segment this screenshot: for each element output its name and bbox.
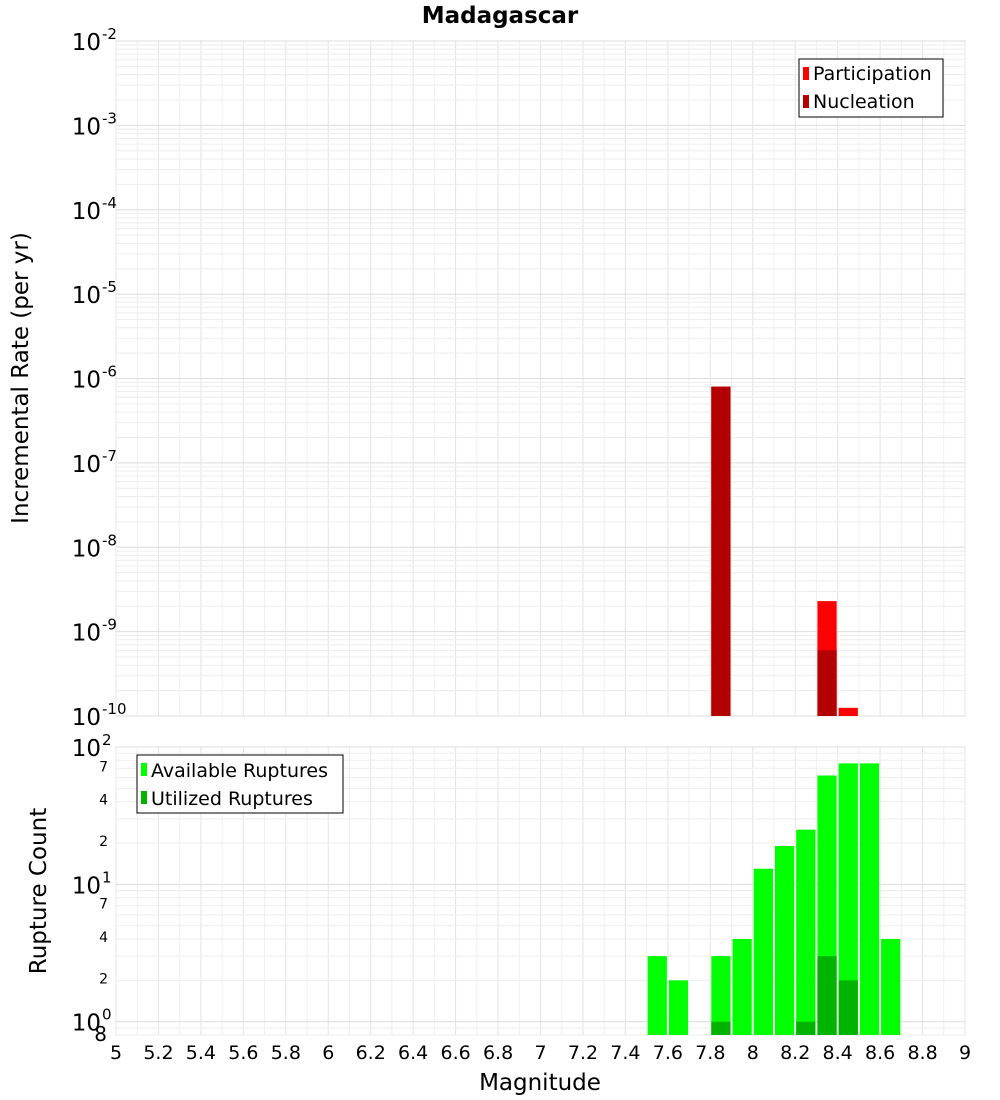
- rate-y-tick-label: 10: [72, 536, 101, 562]
- x-tick-label: 5: [110, 1042, 122, 1064]
- nucleation-bar: [711, 386, 731, 716]
- available-ruptures-bar: [753, 868, 773, 1035]
- rate-y-tick-exponent: -5: [102, 278, 117, 296]
- rate-grid: [115, 40, 966, 717]
- rate-y-tick-exponent: -6: [102, 363, 117, 381]
- x-tick-label: 8.4: [823, 1042, 853, 1064]
- rate-y-tick-label: 10: [72, 30, 101, 56]
- count-legend: Available Ruptures Utilized Ruptures: [136, 754, 344, 814]
- x-tick-label: 6.4: [398, 1042, 428, 1064]
- rate-y-tick-exponent: -2: [102, 25, 117, 43]
- rate-y-tick-exponent: -7: [102, 447, 117, 465]
- utilized-ruptures-bar: [796, 1021, 816, 1035]
- count-y-tick-label: 10: [72, 873, 101, 899]
- count-y-axis-title: Rupture Count: [26, 808, 52, 974]
- count-y-minor-tick-label: 2: [99, 834, 108, 850]
- x-tick-label: 8.8: [907, 1042, 937, 1064]
- count-y-tick-label: 10: [72, 736, 101, 762]
- available-ruptures-bar: [668, 980, 689, 1035]
- legend-swatch-participation: [803, 67, 809, 80]
- rate-bars: [711, 386, 858, 716]
- count-y-tick-exponent: 1: [102, 868, 112, 886]
- legend-label-participation: Participation: [813, 63, 932, 85]
- x-axis-title: Magnitude: [479, 1070, 601, 1096]
- x-tick-label: 8: [747, 1042, 759, 1064]
- legend-swatch-available: [141, 763, 147, 776]
- available-ruptures-bar: [859, 763, 880, 1035]
- count-bars: [647, 763, 901, 1035]
- available-ruptures-bar: [732, 939, 752, 1035]
- available-ruptures-bar: [796, 829, 816, 1035]
- available-ruptures-bar: [711, 956, 731, 1035]
- rate-y-tick-label: 10: [72, 199, 101, 225]
- count-y-tick-label: 10: [72, 1011, 101, 1037]
- x-tick-label: 5.4: [186, 1042, 216, 1064]
- rate-y-tick-exponent: -3: [102, 109, 117, 127]
- rate-y-tick-exponent: -8: [102, 531, 117, 549]
- rate-legend-box: [798, 58, 944, 118]
- rate-y-tick-label: 10: [72, 705, 101, 731]
- x-tick-label: 5.6: [228, 1042, 258, 1064]
- count-y-minor-tick-label: 4: [99, 930, 108, 946]
- x-tick-label: 5.8: [271, 1042, 301, 1064]
- nucleation-bar: [817, 650, 837, 716]
- legend-label-nucleation: Nucleation: [813, 91, 915, 113]
- available-ruptures-bar: [838, 763, 858, 1035]
- x-tick-label: 6.8: [483, 1042, 513, 1064]
- utilized-ruptures-bar: [838, 980, 858, 1035]
- x-tick-label: 6: [322, 1042, 334, 1064]
- available-ruptures-bar: [647, 956, 667, 1035]
- rate-y-tick-label: 10: [72, 452, 101, 478]
- utilized-ruptures-bar: [711, 1021, 731, 1035]
- x-tick-label: 5.2: [143, 1042, 173, 1064]
- legend-label-utilized: Utilized Ruptures: [151, 788, 313, 810]
- participation-bar: [838, 707, 858, 716]
- x-tick-label: 7.6: [653, 1042, 683, 1064]
- x-tick-label: 6.6: [440, 1042, 470, 1064]
- legend-swatch-utilized: [141, 791, 147, 804]
- rate-panel: 10-210-310-410-510-610-710-810-910-10 In…: [8, 25, 966, 731]
- count-y-tick-exponent: 0: [102, 1006, 112, 1024]
- x-tick-label: 7.2: [568, 1042, 598, 1064]
- x-tick-label: 8.2: [780, 1042, 810, 1064]
- utilized-ruptures-bar: [817, 956, 837, 1035]
- count-y-minor-tick-label: 8: [94, 1022, 107, 1046]
- x-tick-label: 6.2: [356, 1042, 386, 1064]
- available-ruptures-bar: [774, 846, 795, 1035]
- x-ticks: 5 5.2 5.4 5.6 5.8 6 6.2 6.4 6.6 6.8 7 7.2 7.4 7.6 7.8 8…: [110, 1042, 971, 1064]
- x-tick-label: 7.8: [695, 1042, 725, 1064]
- count-y-minor-tick-label: 7: [99, 897, 108, 913]
- rate-y-tick-label: 10: [72, 114, 101, 140]
- rate-legend: Participation Nucleation: [798, 58, 944, 118]
- rate-y-tick-label: 10: [72, 621, 101, 647]
- count-y-tick-exponent: 2: [102, 731, 112, 749]
- rate-y-tick-exponent: -4: [102, 194, 117, 212]
- x-tick-label: 7.4: [610, 1042, 640, 1064]
- rate-y-tick-label: 10: [72, 368, 101, 394]
- rate-y-tick-exponent: -10: [102, 700, 127, 718]
- rate-y-tick-label: 10: [72, 283, 101, 309]
- count-legend-box: [136, 754, 344, 814]
- x-tick-label: 7: [534, 1042, 546, 1064]
- count-y-minor-tick-label: 4: [99, 793, 108, 809]
- rate-y-ticks: 10-210-310-410-510-610-710-810-910-10: [72, 25, 127, 731]
- count-y-minor-tick-label: 7: [99, 759, 108, 775]
- x-tick-label: 8.6: [865, 1042, 895, 1064]
- chart-title: Madagascar: [422, 3, 579, 29]
- x-tick-label: 9: [959, 1042, 971, 1064]
- legend-label-available: Available Ruptures: [151, 760, 328, 782]
- available-ruptures-bar: [881, 939, 901, 1035]
- rate-y-axis-title: Incremental Rate (per yr): [8, 232, 34, 524]
- count-y-minor-tick-label: 2: [99, 971, 108, 987]
- rate-y-tick-exponent: -9: [102, 616, 117, 634]
- legend-swatch-nucleation: [803, 95, 809, 108]
